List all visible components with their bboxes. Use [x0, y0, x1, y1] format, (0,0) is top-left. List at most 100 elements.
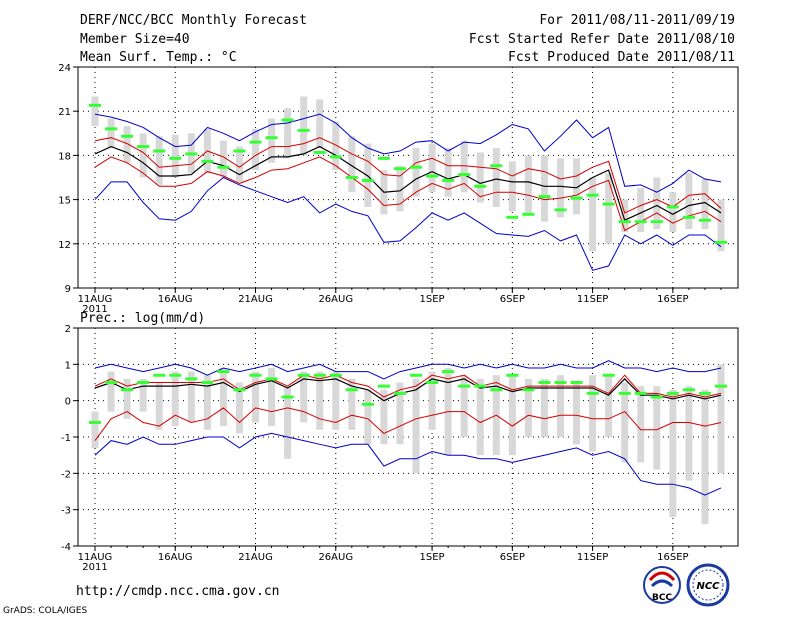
- source-url: http://cmdp.ncc.cma.gov.cn: [76, 584, 280, 599]
- series-line-mean: [94, 378, 722, 402]
- ensemble-box: [460, 140, 468, 193]
- period-label: For 2011/08/11-2011/09/19: [539, 13, 735, 28]
- ensemble-box: [91, 96, 99, 126]
- series-line-max: [94, 360, 722, 380]
- ensemble-box: [123, 378, 131, 419]
- ensemble-box: [123, 125, 131, 163]
- ensemble-box: [219, 367, 227, 427]
- ensemble-box: [621, 199, 629, 233]
- ensemble-box: [653, 177, 661, 230]
- precipitation-panel: -4 -3 -2 -1 0 1 2 11AUG 16AUG 21AUG 26AUG 1SEP 6SEP 1…: [61, 324, 739, 573]
- ensemble-box: [412, 148, 420, 197]
- ensemble-box: [556, 375, 564, 437]
- series-line-max: [94, 113, 722, 193]
- ensemble-box: [91, 411, 99, 448]
- ensemble-box: [203, 375, 211, 430]
- ensemble-box: [348, 378, 356, 430]
- grads-credit: GrADS: COLA/IGES: [3, 606, 87, 616]
- ensemble-box: [540, 155, 548, 222]
- ensemble-box: [524, 155, 532, 215]
- x-tick-label: 26AUG: [318, 552, 353, 563]
- ensemble-box: [605, 375, 613, 437]
- ensemble-box: [332, 121, 340, 171]
- ncc-logo: NCC: [686, 563, 730, 607]
- ensemble-box: [380, 389, 388, 445]
- ensemble-box: [396, 382, 404, 445]
- series-line-mean: [94, 145, 722, 222]
- y-tick-label: -2: [61, 469, 71, 480]
- ensemble-box: [107, 118, 115, 149]
- ensemble-box: [171, 371, 179, 427]
- fcst-started-label: Fcst Started Refer Date 2011/08/10: [469, 32, 735, 47]
- ensemble-box: [300, 96, 308, 156]
- series-line-sd_upper: [94, 374, 722, 398]
- ensemble-box: [685, 386, 693, 481]
- ensemble-box: [139, 133, 147, 178]
- y-tick-label: -4: [61, 542, 71, 553]
- y-tick-label: -1: [61, 433, 71, 444]
- x-year-label: 2011: [82, 562, 107, 573]
- ensemble-box: [524, 378, 532, 437]
- x-year-label: 2011: [82, 304, 107, 315]
- variable-label: Mean Surf. Temp.: °C: [80, 50, 237, 65]
- y-tick-label: 21: [58, 107, 71, 118]
- ensemble-box: [492, 148, 500, 207]
- ensemble-box: [701, 178, 709, 230]
- precip-panel-title: Prec.: log(mm/d): [80, 311, 205, 326]
- ensemble-box: [300, 371, 308, 423]
- ensemble-box: [139, 378, 147, 412]
- ensemble-box: [573, 382, 581, 445]
- ensemble-box: [107, 371, 115, 412]
- ensemble-box: [460, 375, 468, 437]
- y-tick-label: 12: [58, 240, 71, 251]
- ensemble-box: [219, 140, 227, 178]
- member-size-label: Member Size=40: [80, 32, 190, 47]
- ensemble-box: [637, 187, 645, 233]
- x-tick-label: 1SEP: [420, 552, 445, 563]
- ensemble-box: [508, 375, 516, 456]
- ensemble-box: [428, 143, 436, 193]
- x-tick-label: 21AUG: [238, 294, 273, 305]
- ensemble-box: [284, 108, 292, 159]
- ensemble-box: [476, 378, 484, 456]
- ensemble-box: [268, 118, 276, 163]
- bcc-logo: BCC: [643, 566, 681, 604]
- ensemble-box: [444, 148, 452, 197]
- ensemble-box: [171, 134, 179, 178]
- x-tick-label: 16SEP: [657, 552, 688, 563]
- ensemble-box: [669, 192, 677, 233]
- ensemble-box: [235, 146, 243, 182]
- ensemble-box: [573, 158, 581, 215]
- ensemble-box: [685, 173, 693, 230]
- x-tick-label: 11SEP: [577, 294, 608, 305]
- ensemble-box: [187, 371, 195, 423]
- temperature-panel: 9 12 15 18 21 24 11AUG 16AUG 21AUG 26AUG 1SEP 6SEP 1…: [58, 63, 739, 315]
- ensemble-box: [155, 382, 163, 430]
- series-line-sd_lower: [94, 407, 722, 441]
- ensemble-box: [252, 128, 260, 171]
- ensemble-box: [589, 177, 597, 252]
- y-tick-label: 0: [65, 397, 71, 408]
- series-line-min: [94, 432, 722, 496]
- plot-frame: [77, 327, 739, 547]
- y-tick-label: 2: [65, 324, 71, 335]
- ensemble-box: [556, 158, 564, 218]
- y-tick-label: 9: [65, 284, 71, 295]
- x-tick-label: 6SEP: [500, 552, 525, 563]
- ensemble-box: [235, 382, 243, 434]
- ensemble-box: [669, 389, 677, 517]
- series-line-sd_lower: [94, 156, 722, 232]
- series-line-min: [94, 176, 722, 271]
- y-tick-label: 24: [58, 63, 71, 74]
- ensemble-box: [476, 152, 484, 203]
- y-tick-label: -3: [61, 506, 71, 517]
- ensemble-box: [540, 378, 548, 437]
- ensemble-box: [364, 389, 372, 445]
- ensemble-box: [605, 173, 613, 244]
- ensemble-box: [621, 382, 629, 463]
- ensemble-box: [508, 161, 516, 212]
- ensemble-box: [589, 375, 597, 452]
- x-tick-label: 16SEP: [657, 294, 688, 305]
- ensemble-box: [701, 389, 709, 525]
